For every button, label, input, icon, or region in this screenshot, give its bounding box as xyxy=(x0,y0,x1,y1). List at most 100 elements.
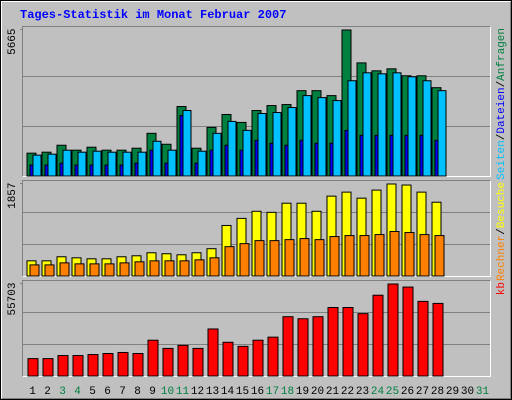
bar xyxy=(434,235,445,277)
bar xyxy=(312,316,324,377)
bar xyxy=(107,151,117,177)
x-tick-label: 2 xyxy=(44,386,51,398)
x-tick-label: 24 xyxy=(371,386,385,398)
bar xyxy=(182,110,192,177)
bar xyxy=(237,345,249,377)
bar xyxy=(92,150,102,177)
bar xyxy=(357,313,369,377)
bar xyxy=(267,336,279,377)
bar xyxy=(392,72,402,177)
bar xyxy=(152,140,162,177)
bar xyxy=(332,100,342,177)
x-tick-label: 3 xyxy=(59,386,66,398)
bar xyxy=(147,339,159,377)
bar xyxy=(342,307,354,377)
bar xyxy=(269,240,280,277)
legend-entry: Rechner xyxy=(496,235,508,281)
bar xyxy=(404,232,415,277)
legend-entry: Dateien xyxy=(496,87,508,133)
bar xyxy=(102,353,114,377)
x-tick-label: 18 xyxy=(281,386,294,398)
bar xyxy=(272,111,282,177)
x-tick-label: 16 xyxy=(251,386,264,398)
legend-entry: kb xyxy=(496,282,508,295)
bar xyxy=(77,151,87,177)
bar xyxy=(432,302,444,377)
bar xyxy=(419,234,430,277)
bar xyxy=(329,236,340,277)
x-tick-label: 21 xyxy=(326,386,340,398)
bar xyxy=(62,149,72,177)
x-tick-label: 29 xyxy=(446,386,459,398)
x-tick-label: 19 xyxy=(296,386,309,398)
bar xyxy=(162,347,174,377)
bar xyxy=(374,234,385,277)
bar xyxy=(387,283,399,377)
bar xyxy=(29,264,40,277)
bar xyxy=(177,344,189,377)
legend-separator: / xyxy=(496,134,508,141)
legend: Seiten/Dateien/Anfragen xyxy=(496,28,508,180)
x-tick-label: 17 xyxy=(266,386,279,398)
bar xyxy=(284,239,295,277)
bar xyxy=(437,90,447,177)
bar xyxy=(32,154,42,177)
bar xyxy=(89,263,100,277)
bar xyxy=(299,238,310,277)
bar xyxy=(207,328,219,377)
bar xyxy=(119,262,130,277)
bar xyxy=(317,97,327,177)
bar xyxy=(239,243,250,277)
bar xyxy=(254,240,265,277)
bar xyxy=(117,351,129,377)
bar xyxy=(74,263,85,277)
x-tick-label: 5 xyxy=(89,386,96,398)
bar xyxy=(257,112,267,177)
legend: kb xyxy=(496,282,508,295)
x-tick-label: 12 xyxy=(191,386,204,398)
bar xyxy=(407,76,417,177)
bar xyxy=(252,339,264,377)
x-tick-label: 26 xyxy=(401,386,414,398)
bar xyxy=(44,264,55,277)
bar xyxy=(134,261,145,277)
x-tick-label: 27 xyxy=(416,386,429,398)
x-tick-label: 13 xyxy=(206,386,219,398)
chart-title: Tages-Statistik im Monat Februar 2007 xyxy=(20,8,286,22)
bar xyxy=(212,132,222,177)
bar xyxy=(179,260,190,277)
bar xyxy=(104,263,115,277)
y-tick-label: 55703 xyxy=(7,283,19,316)
bar xyxy=(167,149,177,177)
bar xyxy=(224,246,235,277)
bar xyxy=(59,262,70,277)
x-tick-label: 7 xyxy=(119,386,126,398)
bar xyxy=(344,235,355,277)
bar xyxy=(389,231,400,277)
bar xyxy=(209,257,220,277)
bar xyxy=(422,80,432,177)
x-tick-label: 28 xyxy=(431,386,444,398)
bar xyxy=(314,239,325,277)
bar xyxy=(149,260,160,277)
x-tick-label: 6 xyxy=(104,386,111,398)
x-tick-label: 20 xyxy=(311,386,324,398)
x-tick-label: 1 xyxy=(29,386,36,398)
bar xyxy=(327,307,339,377)
bar xyxy=(287,107,297,177)
bar xyxy=(302,95,312,177)
bar xyxy=(27,358,39,377)
bar xyxy=(122,151,132,177)
bar xyxy=(402,286,414,377)
bar xyxy=(417,300,429,377)
bar xyxy=(222,341,234,377)
bar xyxy=(347,80,357,177)
x-tick-label: 8 xyxy=(134,386,141,398)
bar xyxy=(197,150,207,177)
x-tick-label: 10 xyxy=(161,386,174,398)
bar xyxy=(192,347,204,377)
panel-bevel xyxy=(22,180,491,277)
x-tick-label: 4 xyxy=(74,386,81,398)
bar xyxy=(72,355,84,377)
